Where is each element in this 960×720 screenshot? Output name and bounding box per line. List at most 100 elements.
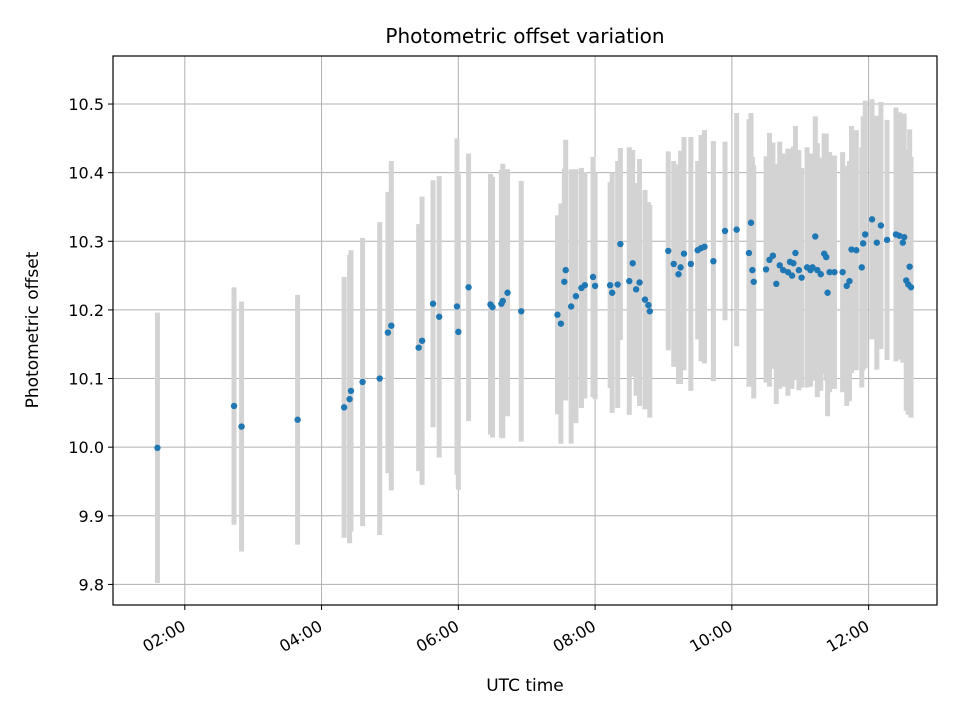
data-point	[388, 322, 395, 329]
data-point	[839, 268, 846, 276]
data-point	[589, 273, 597, 281]
data-point	[665, 247, 672, 255]
data-point	[418, 337, 426, 344]
data-point	[795, 266, 803, 274]
data-point	[429, 300, 437, 307]
data-point	[843, 282, 850, 290]
data-point	[873, 239, 881, 246]
data-point	[626, 277, 633, 285]
data-point	[680, 250, 688, 257]
data-point	[812, 233, 819, 240]
plot-frame	[112, 55, 938, 606]
data-point	[853, 247, 860, 254]
data-point	[230, 402, 238, 410]
data-point	[591, 282, 599, 290]
data-point	[572, 292, 580, 300]
data-point	[701, 243, 708, 250]
data-point	[788, 272, 796, 279]
data-point	[465, 284, 472, 291]
data-point	[877, 222, 885, 229]
y-tick-label: 10.3	[68, 232, 104, 251]
chart-title: Photometric offset variation	[385, 24, 664, 48]
y-tick-label: 9.9	[79, 507, 104, 526]
data-point	[883, 236, 891, 244]
data-point	[359, 378, 366, 386]
data-point	[567, 303, 575, 310]
y-tick-label: 10.0	[68, 438, 104, 457]
data-point	[798, 274, 805, 281]
data-point	[861, 231, 869, 238]
data-point	[762, 266, 770, 273]
data-point	[848, 246, 855, 253]
data-point	[710, 257, 717, 265]
data-point	[606, 282, 614, 289]
data-point	[499, 297, 506, 305]
data-point	[340, 404, 348, 411]
y-tick-label: 10.4	[68, 164, 104, 183]
data-point	[154, 444, 161, 452]
data-point	[868, 216, 876, 223]
data-point	[826, 268, 833, 276]
data-point	[238, 423, 245, 430]
y-tick-label: 10.5	[68, 95, 104, 114]
data-point	[675, 271, 682, 278]
y-tick-label: 10.1	[68, 370, 104, 389]
data-point	[858, 264, 865, 271]
data-point	[859, 240, 867, 247]
data-point	[614, 281, 621, 288]
data-point	[384, 329, 392, 336]
data-point	[489, 303, 496, 311]
data-point	[561, 278, 568, 285]
data-point	[776, 262, 783, 269]
data-point	[641, 296, 649, 303]
data-point	[608, 289, 616, 296]
data-point	[636, 279, 643, 286]
y-tick-label: 10.2	[68, 301, 104, 320]
data-point	[617, 240, 624, 248]
data-point	[749, 266, 756, 274]
data-point	[809, 264, 816, 271]
data-point	[745, 249, 753, 257]
data-point	[747, 219, 755, 226]
data-point	[346, 395, 353, 403]
data-point	[670, 260, 677, 268]
data-point	[645, 301, 652, 309]
data-point	[721, 227, 729, 235]
data-point	[779, 266, 787, 274]
data-point	[453, 303, 461, 310]
data-point	[415, 344, 422, 351]
data-point	[750, 278, 757, 285]
data-point	[562, 266, 569, 274]
data-point	[846, 277, 853, 285]
y-axis: 9.8 9.9 10.0 10.1 10.2 10.3 10.4 10.5	[68, 95, 113, 594]
data-point	[455, 328, 462, 336]
data-point	[294, 416, 301, 423]
data-point	[557, 320, 565, 327]
data-point	[900, 233, 908, 241]
data-point	[907, 284, 915, 291]
data-point	[773, 280, 780, 288]
data-points	[154, 216, 915, 452]
data-point	[687, 260, 695, 268]
data-point	[435, 313, 443, 320]
data-point	[792, 249, 799, 257]
data-point	[581, 282, 589, 289]
data-point	[831, 268, 838, 276]
data-point	[790, 260, 797, 267]
data-point	[632, 286, 640, 293]
data-point	[376, 375, 383, 382]
data-point	[823, 253, 830, 261]
data-point	[733, 226, 740, 233]
data-point	[824, 289, 831, 296]
y-tick-label: 9.8	[79, 575, 104, 594]
data-point	[629, 260, 636, 267]
data-point	[518, 308, 525, 315]
data-point	[817, 271, 824, 278]
data-point	[347, 387, 355, 395]
data-point	[899, 239, 907, 246]
data-point	[906, 263, 913, 270]
data-point	[504, 289, 511, 296]
x-axis-label: UTC time	[486, 676, 564, 696]
data-point	[677, 264, 684, 271]
